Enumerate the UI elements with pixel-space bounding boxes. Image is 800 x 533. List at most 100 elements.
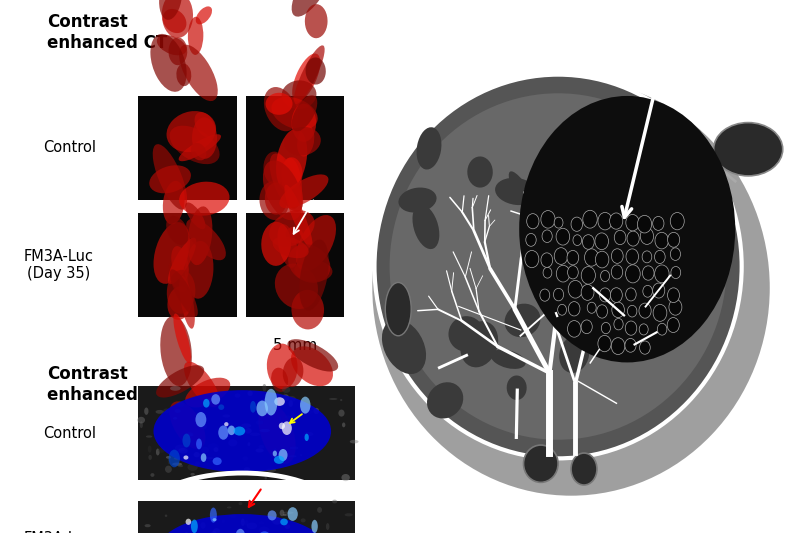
- Text: FM3A-Luc
(Day 35): FM3A-Luc (Day 35): [23, 249, 94, 281]
- Ellipse shape: [178, 448, 188, 454]
- Circle shape: [567, 265, 578, 279]
- Ellipse shape: [506, 375, 526, 400]
- Ellipse shape: [296, 215, 336, 271]
- Ellipse shape: [294, 45, 325, 104]
- Ellipse shape: [332, 499, 338, 503]
- Ellipse shape: [282, 422, 292, 435]
- Ellipse shape: [245, 428, 252, 434]
- Ellipse shape: [283, 514, 287, 516]
- Ellipse shape: [291, 104, 316, 142]
- Ellipse shape: [311, 520, 318, 533]
- Ellipse shape: [169, 450, 180, 467]
- Ellipse shape: [185, 241, 214, 298]
- Ellipse shape: [266, 469, 276, 472]
- Circle shape: [556, 265, 570, 282]
- Ellipse shape: [272, 518, 282, 524]
- Ellipse shape: [279, 174, 329, 208]
- Ellipse shape: [155, 410, 164, 414]
- Ellipse shape: [338, 409, 345, 417]
- Ellipse shape: [301, 519, 306, 522]
- Ellipse shape: [345, 513, 353, 516]
- Ellipse shape: [340, 399, 342, 401]
- Circle shape: [601, 270, 610, 281]
- Ellipse shape: [575, 157, 593, 177]
- Ellipse shape: [224, 434, 229, 437]
- Circle shape: [653, 283, 665, 298]
- Circle shape: [614, 230, 626, 245]
- Ellipse shape: [287, 339, 338, 372]
- Ellipse shape: [449, 316, 484, 352]
- Ellipse shape: [227, 506, 231, 508]
- Circle shape: [599, 288, 610, 302]
- Ellipse shape: [326, 523, 330, 530]
- Circle shape: [642, 251, 652, 263]
- Ellipse shape: [244, 467, 250, 471]
- Circle shape: [526, 233, 536, 246]
- Ellipse shape: [317, 507, 322, 513]
- Ellipse shape: [150, 34, 186, 92]
- Ellipse shape: [174, 313, 191, 363]
- Ellipse shape: [170, 126, 219, 164]
- Ellipse shape: [165, 466, 172, 473]
- Circle shape: [639, 303, 651, 318]
- Ellipse shape: [190, 473, 195, 476]
- Ellipse shape: [222, 519, 225, 523]
- Ellipse shape: [247, 391, 253, 396]
- Circle shape: [526, 214, 539, 229]
- Ellipse shape: [262, 222, 291, 266]
- Ellipse shape: [271, 368, 288, 392]
- Circle shape: [626, 249, 638, 264]
- Ellipse shape: [714, 123, 782, 176]
- Ellipse shape: [291, 290, 324, 329]
- Ellipse shape: [242, 456, 248, 461]
- Circle shape: [658, 324, 667, 335]
- Circle shape: [525, 251, 539, 268]
- Ellipse shape: [168, 238, 196, 284]
- Ellipse shape: [265, 389, 278, 416]
- Text: 5 mm: 5 mm: [273, 338, 317, 353]
- Circle shape: [541, 253, 553, 268]
- Ellipse shape: [261, 398, 270, 404]
- Ellipse shape: [266, 93, 293, 115]
- Circle shape: [597, 305, 607, 318]
- Ellipse shape: [195, 462, 200, 466]
- Ellipse shape: [194, 112, 216, 138]
- Ellipse shape: [263, 151, 286, 185]
- Ellipse shape: [289, 400, 293, 407]
- Circle shape: [571, 217, 582, 231]
- Ellipse shape: [292, 53, 320, 102]
- Circle shape: [638, 215, 652, 233]
- Ellipse shape: [174, 457, 180, 459]
- Circle shape: [667, 318, 679, 333]
- Ellipse shape: [282, 158, 302, 209]
- Ellipse shape: [262, 384, 266, 391]
- Ellipse shape: [166, 111, 216, 152]
- Ellipse shape: [185, 532, 188, 533]
- Ellipse shape: [176, 401, 185, 408]
- Circle shape: [598, 213, 612, 230]
- Ellipse shape: [188, 17, 203, 55]
- Ellipse shape: [146, 435, 152, 438]
- Ellipse shape: [222, 415, 230, 417]
- Ellipse shape: [265, 477, 267, 480]
- Ellipse shape: [271, 97, 318, 130]
- Bar: [138, 213, 237, 317]
- Circle shape: [554, 288, 564, 301]
- Ellipse shape: [186, 203, 206, 229]
- Ellipse shape: [167, 286, 192, 320]
- Ellipse shape: [329, 398, 338, 400]
- Text: Contrast
enhanced US: Contrast enhanced US: [47, 365, 170, 404]
- Circle shape: [582, 235, 594, 249]
- Circle shape: [587, 302, 596, 313]
- Ellipse shape: [234, 426, 245, 435]
- Ellipse shape: [196, 6, 212, 25]
- Ellipse shape: [230, 515, 237, 518]
- Ellipse shape: [284, 416, 291, 418]
- Circle shape: [669, 299, 682, 315]
- Ellipse shape: [214, 447, 218, 452]
- Ellipse shape: [140, 422, 143, 428]
- Ellipse shape: [160, 316, 192, 386]
- Circle shape: [567, 321, 581, 337]
- Ellipse shape: [279, 416, 282, 422]
- Circle shape: [655, 232, 669, 249]
